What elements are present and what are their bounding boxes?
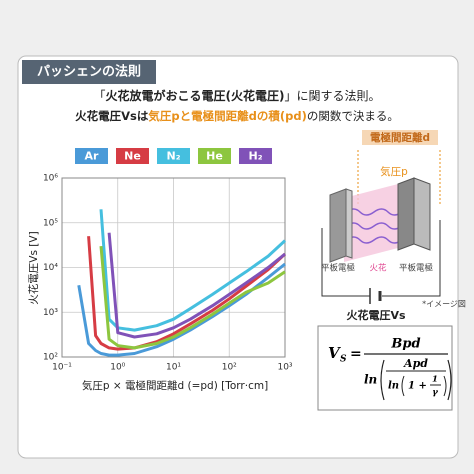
legend-swatch (198, 148, 231, 164)
diagram: 電極間距離d 気圧p 平板電極 火花 平板電極 *イメージ図 火花電圧Vs (321, 130, 466, 322)
legend-label: Ne (124, 150, 141, 163)
x-tick-label: 10² (222, 363, 237, 373)
legend-label: N₂ (166, 150, 180, 163)
formula-text: γ (432, 388, 438, 398)
legend-label: He (206, 150, 223, 163)
legend-swatch (75, 148, 108, 164)
intro-line1: 「火花放電がおこる電圧(火花電圧)」に関する法則。 (93, 88, 380, 103)
formula-text: S (340, 355, 347, 365)
series-line (99, 245, 286, 350)
formula-text: 1 (432, 375, 438, 385)
text: 気圧pと電極間距離dの積(pd) (148, 109, 306, 123)
formula-text: 1 + (408, 381, 427, 392)
electrode-left-side (345, 188, 353, 259)
series-line (87, 236, 287, 351)
header-box (22, 60, 156, 84)
formula-text: V (328, 344, 341, 362)
formula-text: ln (364, 373, 377, 387)
legend-label: Ar (85, 150, 100, 163)
electrode-right-side (413, 177, 431, 251)
x-tick-label: 10³ (277, 363, 292, 373)
formula-text: = (350, 346, 362, 362)
wire (321, 228, 370, 297)
x-axis-label: 気圧p × 電極間距離d (=pd) [Torr·cm] (82, 379, 268, 392)
legend-swatch (239, 148, 272, 164)
y-tick-label: 10² (43, 353, 58, 363)
legend-swatch (157, 148, 190, 164)
formula: V S = Bpd ln Apd ln 1 + 1 γ (317, 325, 453, 411)
x-tick-label: 10⁻¹ (52, 363, 72, 373)
y-tick-label: 10⁵ (43, 218, 58, 228)
text: 火花電圧Vsは (75, 109, 149, 123)
wire (382, 220, 441, 297)
parenthesis (401, 375, 447, 397)
text: の関数で決まる。 (307, 109, 399, 123)
gap-label-box (362, 130, 438, 145)
formula-text: ln (388, 381, 399, 392)
series-line (107, 232, 286, 339)
plot-frame (61, 177, 286, 358)
x-tick-label: 10⁰ (110, 363, 125, 373)
gap-label: 電極間距離d (370, 131, 430, 144)
gas-region (344, 184, 398, 262)
electrode-right (397, 177, 415, 251)
note: *イメージ図 (422, 300, 466, 309)
formula-text: Bpd (390, 337, 420, 352)
spark-label: 火花 (369, 263, 387, 274)
series-line (77, 262, 286, 357)
formula-box (317, 325, 453, 411)
spark (345, 208, 403, 244)
electrode-label: 平板電極 (399, 263, 434, 274)
chart: 気圧p × 電極間距離d (=pd) [Torr·cm] 火花電圧Vs [V] … (27, 148, 293, 392)
text: 」に関する法則。 (284, 89, 380, 103)
parenthesis (380, 359, 452, 401)
y-axis-label: 火花電圧Vs [V] (27, 231, 40, 304)
legend-swatch (116, 148, 149, 164)
y-tick-label: 10⁴ (43, 263, 58, 273)
y-tick-label: 10³ (43, 308, 58, 318)
electrode-left (329, 188, 347, 263)
text: 「 (93, 89, 105, 103)
y-tick-label: 10⁶ (43, 174, 58, 184)
formula-text: Apd (403, 357, 428, 370)
header-title: パッシェンの法則 (37, 64, 141, 80)
voltage-label: 火花電圧Vs (346, 308, 406, 322)
x-tick-label: 10¹ (166, 363, 181, 373)
intro-line2: 火花電圧Vsは気圧pと電極間距離dの積(pd)の関数で決まる。 (75, 109, 399, 123)
electrode-label: 平板電極 (321, 263, 356, 274)
legend-label: H₂ (248, 150, 262, 163)
pressure-label: 気圧p (380, 165, 408, 178)
text: 火花放電がおこる電圧(火花電圧) (106, 88, 285, 103)
